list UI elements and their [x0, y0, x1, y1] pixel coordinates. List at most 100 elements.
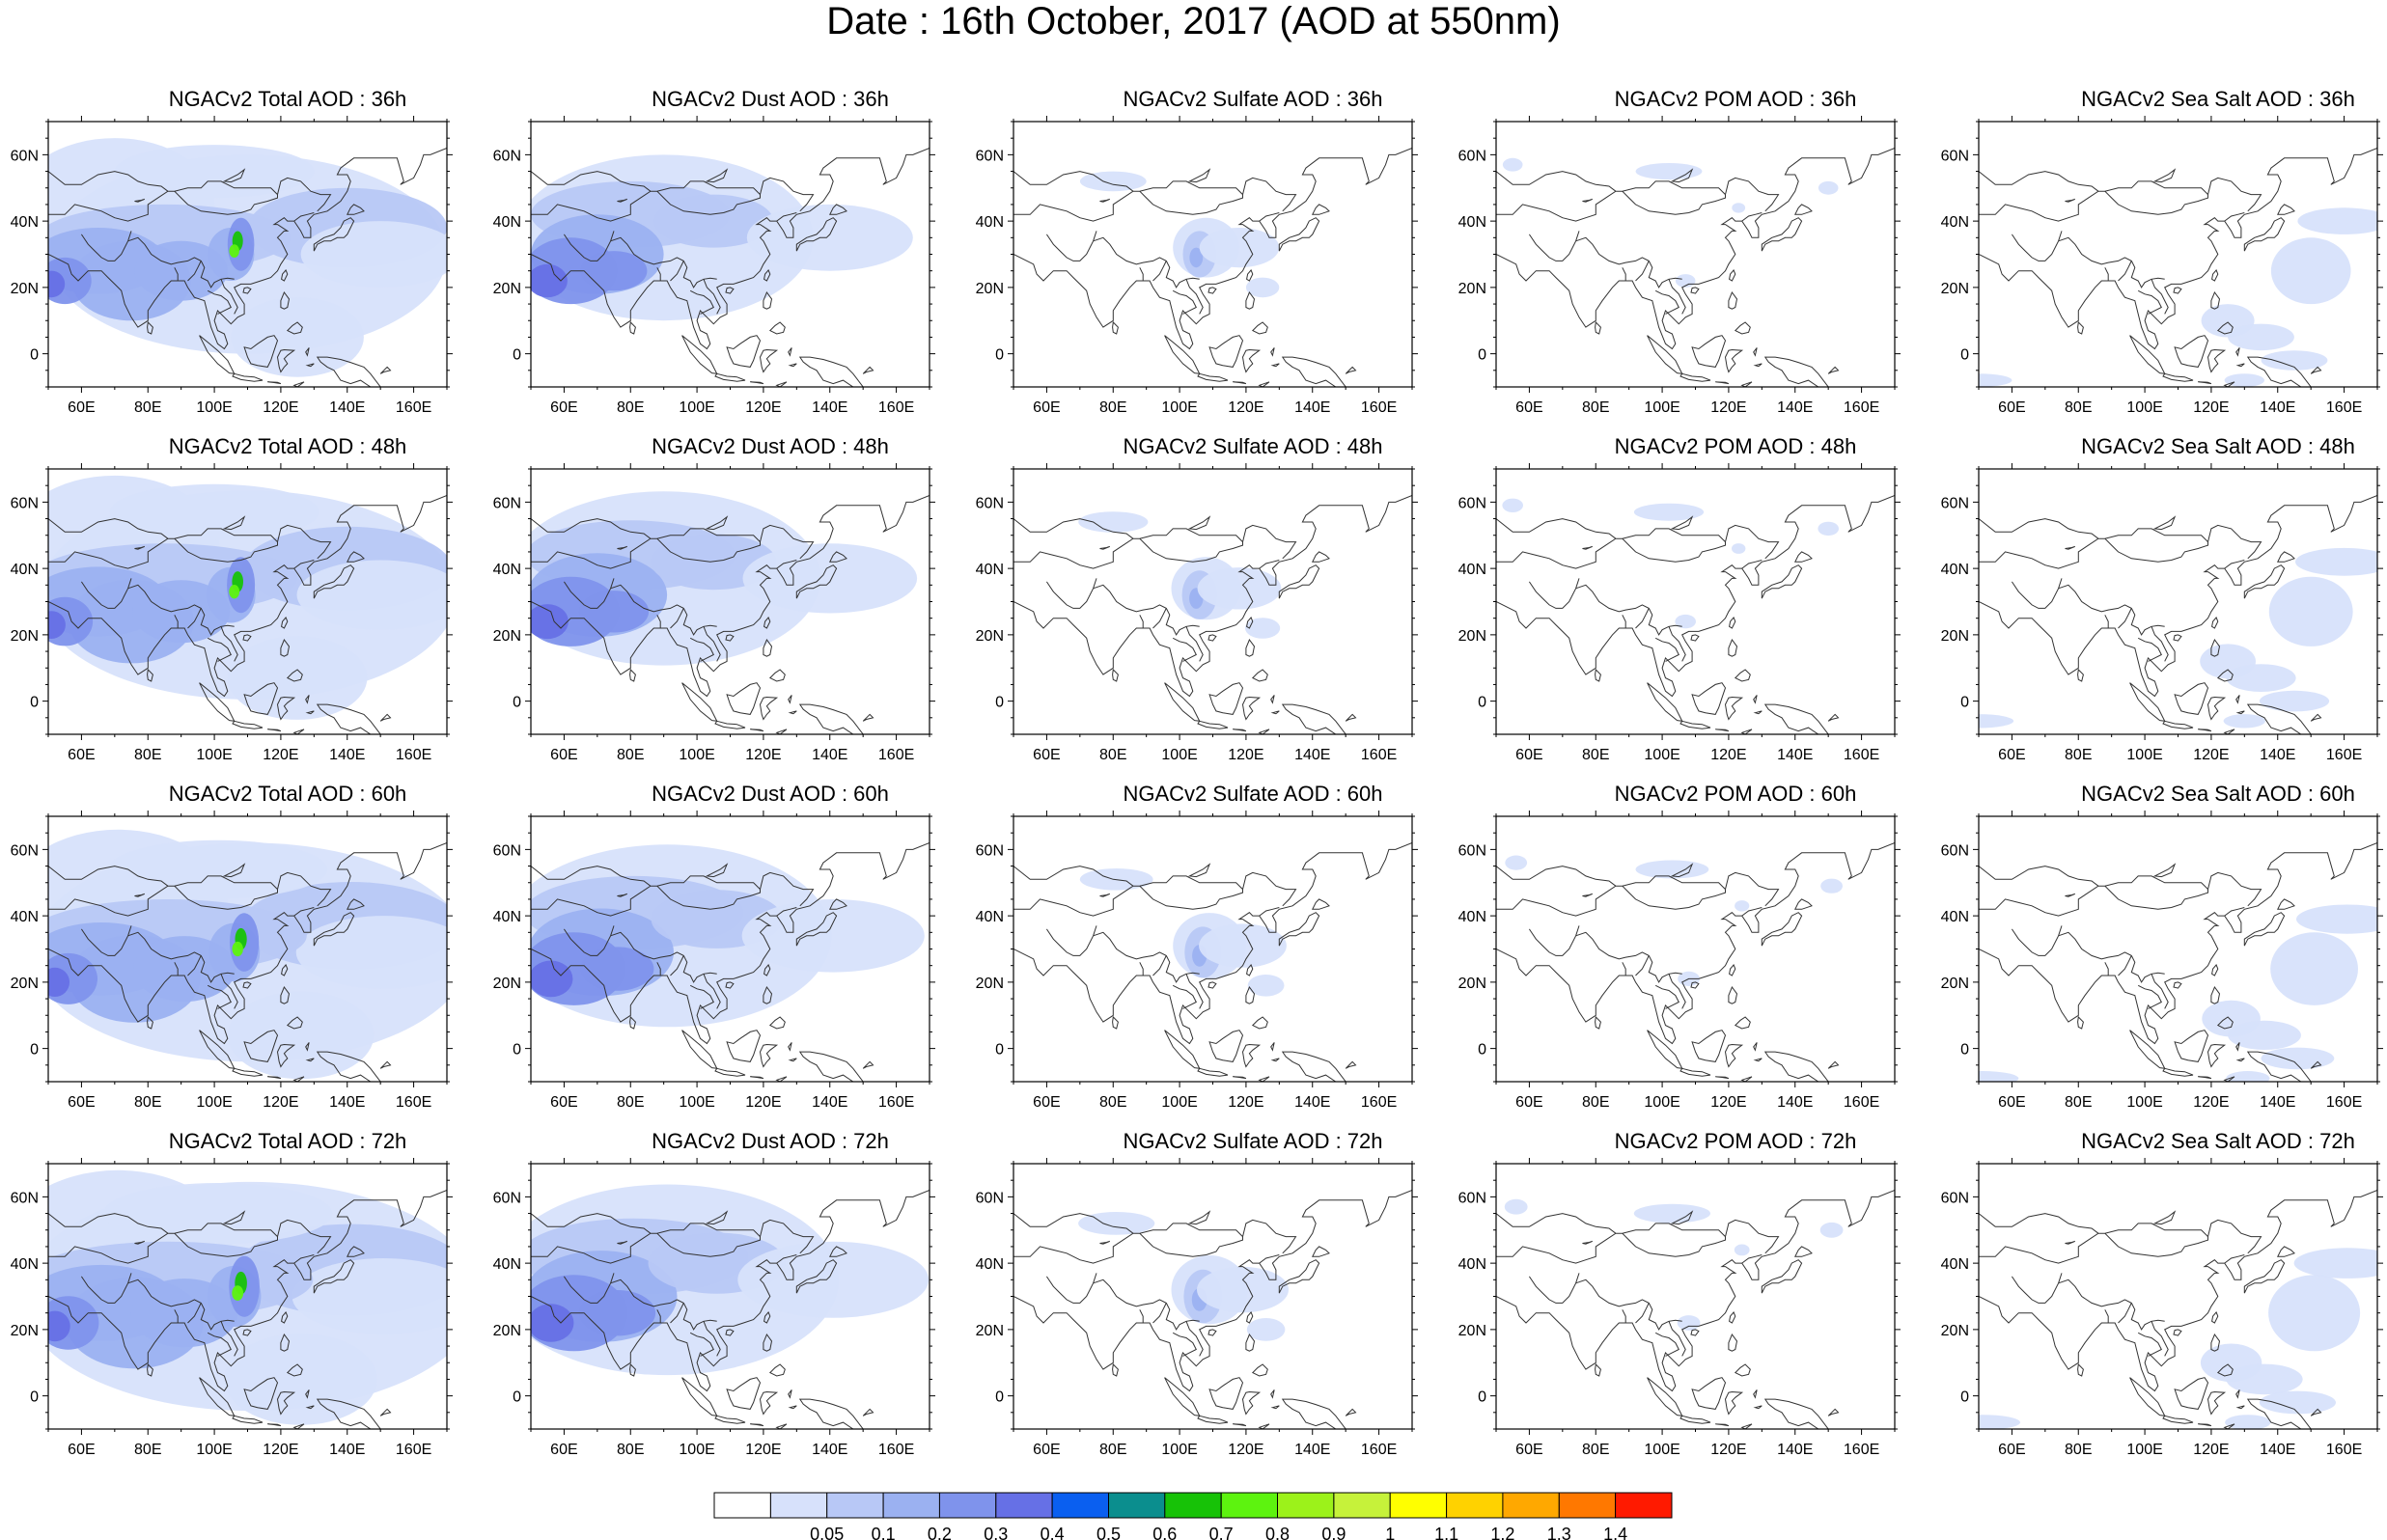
lon-tick-label: 100E	[1161, 399, 1197, 416]
aod-region	[1635, 860, 1709, 879]
island-outline	[2276, 551, 2295, 563]
map-frame	[1495, 815, 1896, 1083]
aod-region	[531, 960, 573, 998]
lon-tick-label: 80E	[1099, 399, 1126, 416]
island-outline	[286, 1363, 303, 1377]
island-outline	[147, 1362, 153, 1377]
country-border	[48, 866, 169, 887]
island-outline	[1729, 269, 1736, 282]
lon-tick-label: 160E	[1361, 747, 1397, 763]
island-outline	[2198, 1076, 2212, 1080]
island-outline	[243, 1377, 279, 1410]
island-outline	[1690, 634, 1700, 642]
island-outline	[2276, 1246, 2295, 1257]
country-border	[670, 261, 684, 282]
lon-tick-label: 60E	[1998, 747, 2025, 763]
country-border	[656, 885, 761, 910]
country-border	[2137, 1332, 2162, 1357]
coastline	[1496, 1190, 1895, 1429]
country-border	[1152, 608, 1167, 629]
aod-region	[300, 221, 447, 288]
aod-region	[2228, 323, 2294, 351]
aod-region	[578, 591, 650, 633]
country-border	[2151, 1321, 2169, 1357]
island-outline	[2174, 1030, 2209, 1062]
map-plot: 60E 80E 100E 120E 140E 160E 60N 40N 20N 0	[11, 463, 453, 763]
lon-tick-label: 160E	[878, 747, 914, 763]
country-border	[48, 1219, 332, 1264]
island-outline	[313, 1259, 355, 1294]
map-panel-sulfate-r2: NGACv2 Sulfate AOD : 48h 60E 80E 100E 120E 14…	[976, 434, 1494, 782]
country-border	[1575, 931, 1682, 983]
country-border	[220, 1321, 238, 1357]
country-border	[703, 974, 721, 1009]
country-border	[1093, 1279, 1200, 1331]
country-border	[1045, 1273, 1097, 1304]
lat-tick-label: 60N	[1458, 495, 1486, 511]
island-outline	[1740, 381, 1753, 387]
country-border	[1622, 1309, 1626, 1323]
island-outline	[759, 348, 779, 373]
island-outline	[2211, 964, 2219, 976]
map-panel-total-r1: NGACv2 Total AOD : 36h 60E 80E 100E 120E 140E…	[11, 87, 529, 434]
lon-tick-label: 140E	[812, 747, 847, 763]
island-outline	[2162, 720, 2194, 729]
lake-outline	[222, 1210, 246, 1225]
country-border	[670, 1303, 684, 1324]
island-outline	[2162, 372, 2194, 382]
lon-tick-label: 140E	[1777, 399, 1813, 416]
island-outline	[763, 269, 771, 282]
lat-tick-label: 20N	[11, 628, 39, 645]
map-panel-sulfate-r1: NGACv2 Sulfate AOD : 36h 60E 80E 100E 120E 14…	[976, 87, 1494, 434]
lon-tick-label: 140E	[812, 1442, 847, 1458]
island-outline	[1691, 335, 1727, 368]
aod-region	[295, 916, 447, 989]
coastline-mainland	[48, 495, 447, 698]
island-outline	[1208, 335, 1244, 368]
island-outline	[2174, 1377, 2209, 1410]
country-border	[1013, 871, 1297, 917]
country-border	[531, 866, 652, 887]
country-border	[531, 518, 652, 539]
island-outline	[1761, 1259, 1803, 1294]
aod-region	[1732, 203, 1746, 213]
country-border	[2104, 962, 2109, 976]
lat-tick-label: 20N	[1458, 281, 1486, 297]
country-border	[1668, 1321, 1686, 1357]
lon-tick-label: 160E	[2326, 747, 2362, 763]
island-outline	[2198, 381, 2212, 385]
lake-outline	[134, 198, 145, 203]
island-outline	[725, 981, 735, 989]
island-outline	[276, 696, 296, 721]
island-outline	[1763, 1398, 1829, 1429]
country-border	[1741, 907, 1762, 917]
country-border	[187, 955, 202, 976]
lon-tick-label: 100E	[1161, 1094, 1197, 1111]
island-outline	[2173, 1329, 2182, 1336]
map-panel-pom-r3: NGACv2 POM AOD : 60h 60E 80E 100E 120E 140E 16…	[1458, 782, 1977, 1129]
coastline	[1013, 842, 1412, 1082]
island-outline	[1679, 1067, 1711, 1077]
island-outline	[788, 1405, 797, 1410]
island-outline	[2162, 1067, 2194, 1077]
island-outline	[2235, 1058, 2245, 1062]
aod-region	[531, 1304, 574, 1342]
lat-tick-label: 60N	[1458, 148, 1486, 164]
island-outline	[1729, 1311, 1736, 1324]
lon-tick-label: 80E	[1099, 1094, 1126, 1111]
island-outline	[316, 1051, 381, 1082]
lake-outline	[1582, 545, 1593, 550]
country-border	[1741, 1254, 1762, 1264]
lat-tick-label: 40N	[1941, 909, 1969, 925]
lon-tick-label: 120E	[1228, 399, 1263, 416]
country-border	[1172, 637, 1197, 662]
coastline-mainland	[48, 842, 447, 1045]
country-border	[2104, 537, 2208, 563]
aod-region	[2296, 904, 2377, 934]
lon-tick-label: 120E	[745, 1442, 781, 1458]
lon-tick-label: 100E	[1644, 1094, 1679, 1111]
panel-title: NGACv2 Sea Salt AOD : 60h	[2081, 782, 2355, 806]
aod-region	[107, 839, 328, 899]
island-outline	[2235, 1042, 2240, 1052]
country-border	[1622, 190, 1726, 215]
